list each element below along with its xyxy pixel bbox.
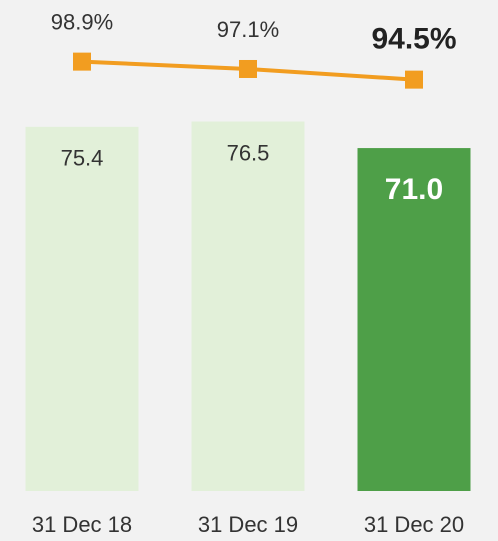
bar-value-label: 75.4	[61, 146, 104, 171]
x-tick-label: 31 Dec 18	[32, 512, 132, 537]
line-marker	[405, 70, 423, 89]
x-tick-label: 31 Dec 19	[198, 512, 298, 537]
bar-value-label: 71.0	[385, 173, 443, 206]
line-value-label: 98.9%	[51, 9, 113, 34]
bar-value-label: 76.5	[227, 140, 270, 165]
bar	[357, 148, 471, 491]
line-marker	[239, 59, 257, 78]
bar	[191, 121, 305, 491]
x-tick-label: 31 Dec 20	[364, 512, 464, 537]
line-value-label: 97.1%	[217, 17, 279, 42]
bar	[25, 126, 139, 492]
line-value-label: 94.5%	[371, 23, 456, 56]
line-marker	[73, 52, 91, 71]
